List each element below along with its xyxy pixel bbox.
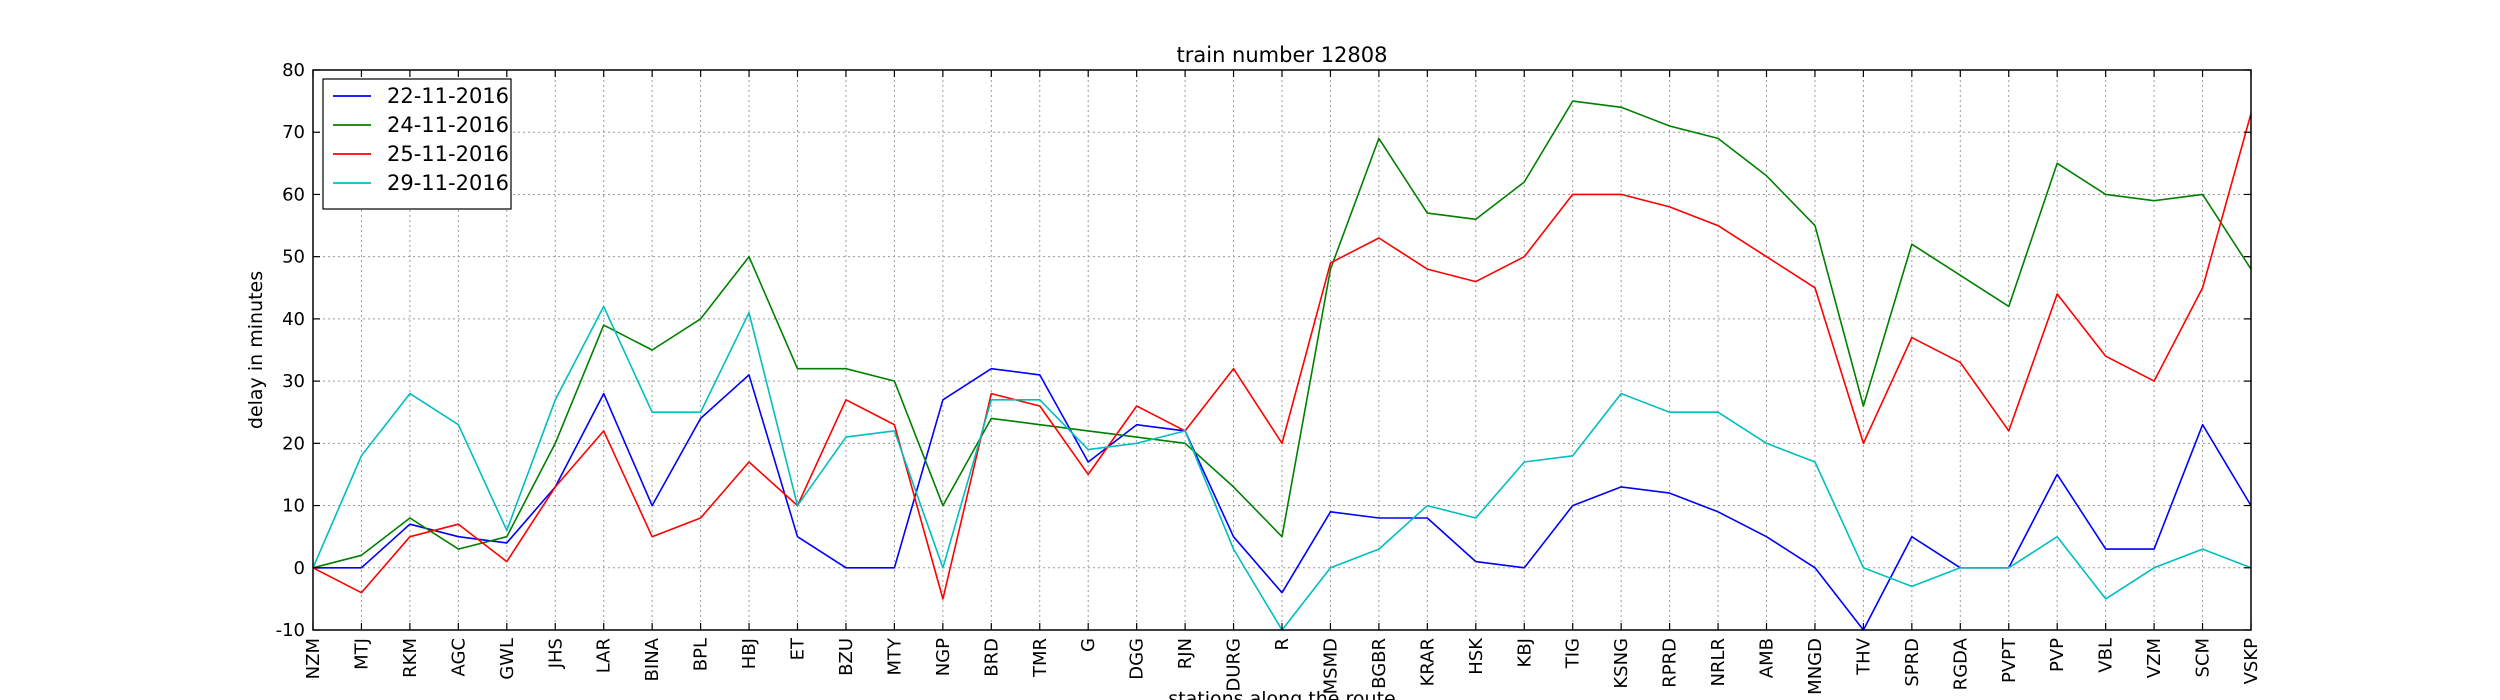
x-axis-title: stations along the route (1168, 688, 1395, 700)
legend-box (322, 78, 512, 210)
x-tick-label-jhs: JHS (545, 638, 566, 669)
x-tick-label-rkm: RKM (400, 638, 421, 678)
x-tick-label-rprd: RPRD (1660, 638, 1681, 688)
x-tick-label-ksng: KSNG (1611, 638, 1632, 689)
x-tick-label-bpl: BPL (691, 638, 712, 671)
x-tick-label-tig: TIG (1563, 638, 1584, 669)
x-tick-label-lar: LAR (594, 638, 615, 673)
legend-label-4: 29-11-2016 (387, 171, 509, 195)
x-tick-label-g: G (1078, 638, 1099, 652)
x-tick-label-ngp: NGP (933, 638, 954, 676)
x-tick-label-bina: BINA (642, 637, 663, 681)
x-tick-label-nzm: NZM (303, 638, 324, 679)
x-tick-label-gwl: GWL (497, 638, 518, 680)
legend-label-2: 24-11-2016 (387, 113, 509, 137)
x-tick-label-mtj: MTJ (351, 638, 372, 670)
x-tick-label-kbj: KBJ (1514, 638, 1535, 667)
x-tick-label-brd: BRD (981, 638, 1002, 677)
x-tick-label-r: R (1272, 638, 1293, 651)
x-tick-label-rgda: RGDA (1950, 637, 1971, 690)
x-tick-label-hsk: HSK (1466, 637, 1487, 675)
x-tick-label-sprd: SPRD (1902, 638, 1923, 687)
x-tick-label-vbl: VBL (2096, 638, 2117, 673)
series-line-3 (312, 113, 2252, 600)
x-tick-label-mty: MTY (884, 637, 905, 676)
y-tick-label: 70 (282, 122, 305, 143)
x-tick-labels: NZM MTJ RKM AGC GWL JHS LAR BINA BPL HBJ ET BZU MTY N… (303, 637, 2262, 695)
y-tick-label: 60 (282, 184, 305, 205)
y-tick-label: 40 (282, 309, 305, 330)
x-tick-label-vskp: VSKP (2241, 638, 2262, 685)
y-tick-labels: -10 0 10 20 30 40 50 60 70 80 (276, 60, 305, 641)
x-tick-label-bzu: BZU (836, 638, 857, 676)
x-tick-label-msmd: MSMD (1320, 638, 1341, 694)
x-tick-label-mngd: MNGD (1805, 638, 1826, 695)
x-tick-label-krar: KRAR (1417, 638, 1438, 686)
x-tick-label-pvp: PVP (2047, 638, 2068, 672)
x-tick-label-thv: THV (1853, 637, 1874, 676)
x-tick-label-vzm: VZM (2144, 638, 2165, 678)
y-tick-label: 0 (294, 558, 305, 579)
chart-title: train number 12808 (1177, 43, 1388, 67)
x-tick-label-bgbr: BGBR (1369, 638, 1390, 689)
x-tick-label-nrlr: NRLR (1708, 638, 1729, 687)
x-tick-label-dgg: DGG (1127, 638, 1148, 680)
legend: 22-11-2016 24-11-2016 25-11-2016 29-11-2016 (322, 78, 512, 210)
legend-label-1: 22-11-2016 (387, 84, 509, 108)
y-tick-label: 30 (282, 371, 305, 392)
legend-label-3: 25-11-2016 (387, 142, 509, 166)
x-tick-label-et: ET (788, 637, 809, 660)
y-tick-label: 50 (282, 247, 305, 268)
x-tick-label-pvpt: PVPT (1999, 637, 2020, 683)
x-tick-label-amb: AMB (1757, 638, 1778, 678)
axis-ticks (312, 69, 2252, 631)
x-tick-label-tmr: TMR (1030, 638, 1051, 678)
x-tick-label-scm: SCM (2193, 638, 2214, 678)
x-tick-label-hbj: HBJ (739, 638, 760, 669)
y-tick-label: 10 (282, 496, 305, 517)
y-axis-title: delay in minutes (245, 271, 267, 429)
series-line-2 (312, 100, 2252, 569)
y-tick-label: 20 (282, 433, 305, 454)
series-line-1 (313, 367, 2252, 631)
x-tick-label-rjn: RJN (1175, 638, 1196, 669)
grid-lines (313, 70, 2251, 630)
y-tick-label: -10 (276, 620, 305, 641)
x-tick-label-agc: AGC (448, 638, 469, 677)
x-tick-label-durg: DURG (1224, 638, 1245, 692)
y-tick-label: 80 (282, 60, 305, 81)
